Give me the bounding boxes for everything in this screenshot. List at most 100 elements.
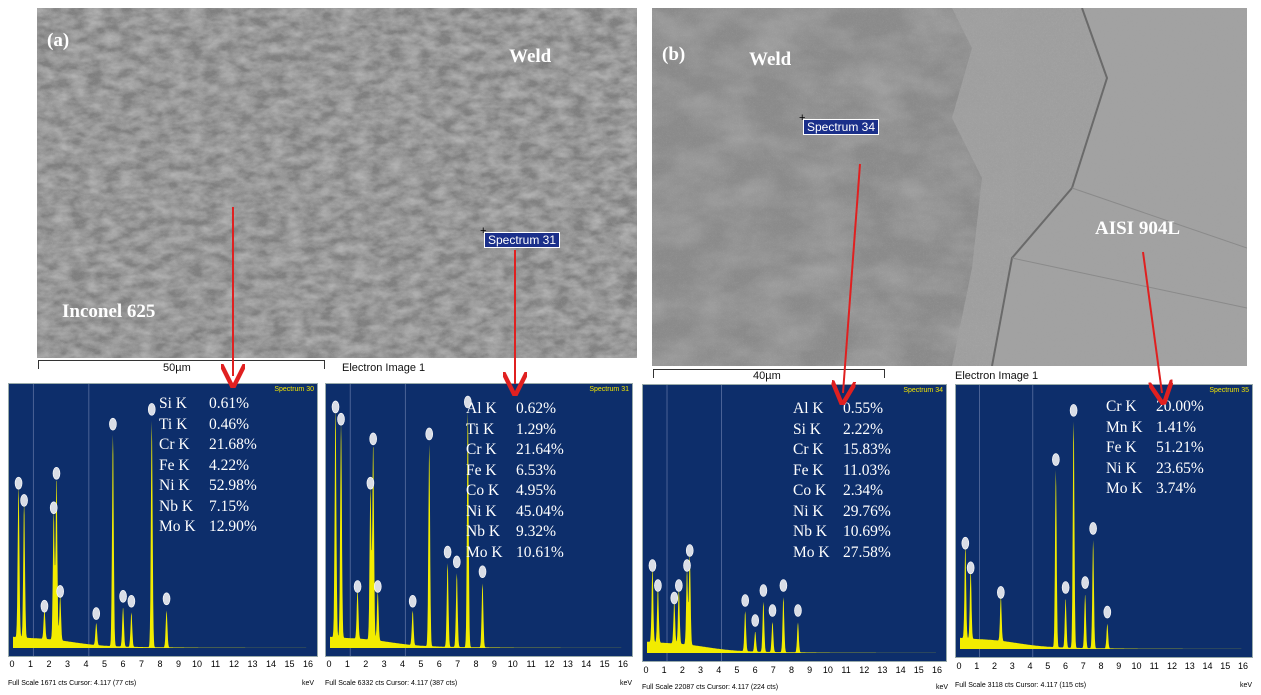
axis-tick-label: 15 xyxy=(1220,661,1231,671)
composition-row: Mo K 27.58% xyxy=(793,543,891,564)
axis-tick-label: 4 xyxy=(399,659,406,669)
element-name: Mo K xyxy=(159,518,196,535)
axis-tick-label: 9 xyxy=(807,665,813,675)
axis-tick-label: 2 xyxy=(363,659,369,669)
aisi-label: AISI 904L xyxy=(1095,218,1180,239)
element-name: Mo K xyxy=(793,543,830,561)
axis-tick-label: 8 xyxy=(1098,661,1104,671)
axis-tick-label: 0 xyxy=(326,659,332,669)
axis-tick-label: 4 xyxy=(716,665,722,675)
composition-row: Al K 0.62% xyxy=(466,399,564,420)
axis-tick-label: 6 xyxy=(120,659,126,669)
element-name: Ti K xyxy=(159,415,188,433)
peak-marker xyxy=(683,559,691,572)
composition-row: Co K 4.95% xyxy=(466,481,564,502)
peak-marker xyxy=(14,476,23,490)
composition-row: Mo K 3.74% xyxy=(1106,479,1204,500)
axis-tick-label: 6 xyxy=(1062,661,1069,671)
element-name: Fe K xyxy=(159,456,190,474)
axis-tick-label: 3 xyxy=(698,665,704,675)
element-name: Ti K xyxy=(466,420,495,438)
element-value: 52.98% xyxy=(209,477,257,494)
spectrum-35-unit: keV xyxy=(1240,682,1253,689)
element-value: 9.32% xyxy=(516,523,557,540)
spectrum-34-unit: keV xyxy=(936,684,949,691)
axis-tick-label: 5 xyxy=(734,665,740,675)
axis-tick-label: 12 xyxy=(859,665,870,675)
composition-row: Mn K 1.41% xyxy=(1106,418,1204,439)
element-value: 4.22% xyxy=(209,456,250,474)
composition-row: Nb K 9.32% xyxy=(466,522,564,543)
element-value: 0.61% xyxy=(209,395,250,412)
element-value: 1.29% xyxy=(516,420,557,438)
axis-tick-label: 13 xyxy=(1184,661,1195,671)
axis-tick-label: 10 xyxy=(191,659,203,669)
peak-marker xyxy=(408,594,417,608)
element-value: 29.76% xyxy=(843,502,891,520)
axis-tick-label: 4 xyxy=(83,659,89,669)
peak-marker xyxy=(997,586,1005,599)
element-value: 3.74% xyxy=(1156,480,1197,497)
peak-marker xyxy=(779,579,788,592)
peak-marker xyxy=(741,594,750,607)
weld-label-b: Weld xyxy=(749,49,792,70)
peak-marker xyxy=(1081,576,1089,589)
spectrum-31-plot xyxy=(330,384,624,656)
axis-tick-label: 16 xyxy=(617,659,629,669)
axis-tick-label: 14 xyxy=(895,665,906,675)
spectrum-35-composition: Cr K 20.00% Mn K 1.41% Fe K 51.21% Ni K 23.65% M… xyxy=(1106,397,1204,500)
element-name: Cr K xyxy=(466,441,497,458)
element-value: 21.68% xyxy=(209,436,257,453)
spectrum-30-footer: Full Scale 1671 cts Cursor: 4.117 (77 ct… xyxy=(8,680,137,687)
axis-tick-label: 11 xyxy=(210,659,221,669)
element-name: Ni K xyxy=(1106,459,1137,477)
spectrum-31-footer: Full Scale 6332 cts Cursor: 4.117 (387 c… xyxy=(325,680,458,687)
element-name: Nb K xyxy=(793,523,828,540)
axis-tick-label: 1 xyxy=(344,659,350,669)
element-name: Mo K xyxy=(466,543,503,561)
axis-tick-label: 3 xyxy=(381,659,387,669)
composition-row: Cr K 20.00% xyxy=(1106,397,1204,418)
sem-image-a-texture xyxy=(37,8,637,358)
peak-marker xyxy=(373,580,382,593)
element-name: Si K xyxy=(159,395,187,412)
spectrum-30-plot xyxy=(13,384,309,656)
axis-tick-label: 15 xyxy=(913,665,924,675)
peak-marker xyxy=(353,580,362,593)
composition-row: Cr K 21.68% xyxy=(159,435,257,456)
axis-tick-label: 14 xyxy=(581,659,592,669)
composition-row: Nb K 7.15% xyxy=(159,497,257,518)
peak-marker xyxy=(20,494,28,507)
element-value: 2.22% xyxy=(843,420,884,438)
element-name: Nb K xyxy=(159,497,194,515)
element-value: 6.53% xyxy=(516,461,557,479)
axis-tick-label: 2 xyxy=(46,659,52,669)
peak-marker xyxy=(464,395,472,409)
spectrum-30-unit: keV xyxy=(302,680,315,687)
element-value: 27.58% xyxy=(843,543,891,561)
composition-row: Al K 0.55% xyxy=(793,399,891,420)
element-name: Mo K xyxy=(1106,480,1143,497)
axis-tick-label: 1 xyxy=(661,665,667,675)
peak-marker xyxy=(961,536,970,550)
spectrum-31-composition: Al K 0.62% Ti K 1.29% Cr K 21.64% Fe K 6.53% Co … xyxy=(466,399,564,563)
eds-spectrum-34: Spectrum 34 Al K 0.55% Si K 2.22% Cr K 15.83%… xyxy=(642,384,947,662)
composition-row: Si K 2.22% xyxy=(793,420,891,441)
peak-marker xyxy=(478,565,487,579)
axis-tick-label: 5 xyxy=(418,659,424,669)
peak-marker xyxy=(425,427,434,441)
composition-row: Nb K 10.69% xyxy=(793,522,891,543)
element-name: Nb K xyxy=(466,523,501,540)
axis-tick-label: 6 xyxy=(436,659,442,669)
peak-marker xyxy=(119,590,127,603)
peak-marker xyxy=(1052,453,1060,466)
peak-marker xyxy=(452,555,461,569)
peak-marker xyxy=(92,607,101,620)
axis-tick-label: 7 xyxy=(1080,661,1086,671)
peak-marker xyxy=(1103,605,1112,619)
composition-row: Si K 0.61% xyxy=(159,394,257,415)
peak-marker xyxy=(52,467,61,480)
spectrum-34-title: Spectrum 34 xyxy=(903,387,943,394)
peak-marker xyxy=(109,417,117,431)
spectrum-35-title: Spectrum 35 xyxy=(1209,387,1249,394)
